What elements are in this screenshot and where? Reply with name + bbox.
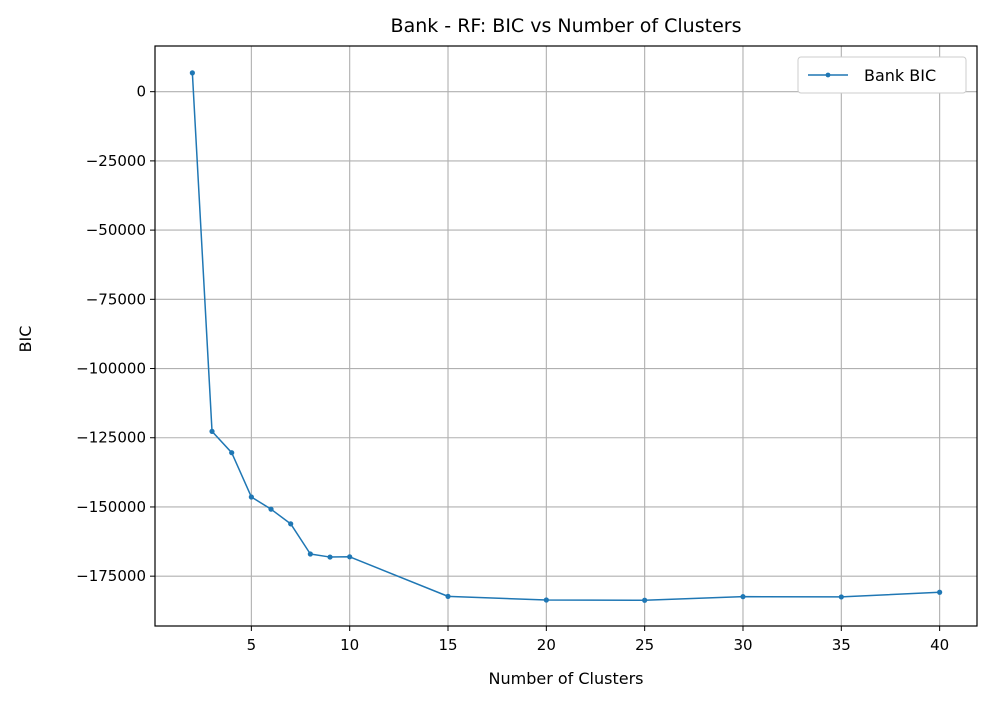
y-tick-label: −150000: [76, 498, 146, 516]
y-tick-label: −50000: [86, 221, 146, 239]
data-point: [937, 589, 943, 595]
data-point: [740, 594, 746, 600]
x-tick-label: 10: [340, 636, 359, 654]
y-tick-label: −125000: [76, 429, 146, 447]
data-point: [209, 428, 215, 434]
x-tick-label: 15: [438, 636, 457, 654]
series-layer: [189, 70, 943, 603]
data-point: [288, 521, 294, 527]
grid-lines: [155, 46, 977, 626]
data-point: [307, 551, 313, 557]
data-point: [347, 554, 353, 560]
data-point: [642, 597, 648, 603]
y-tick-label: −175000: [76, 567, 146, 585]
data-point: [229, 450, 235, 456]
legend-label: Bank BIC: [864, 66, 936, 85]
data-point: [543, 597, 549, 603]
data-point: [189, 70, 195, 76]
data-point: [248, 494, 254, 500]
y-axis-ticks: 0 −25000 −50000 −75000 −100000 −125000 −150000…: [76, 83, 155, 585]
plot-area: 5 10 15 20 25 30 35 40 0 −25000 −50000 −75000 −1000…: [76, 45, 978, 654]
y-tick-label: −100000: [76, 360, 146, 378]
y-tick-label: 0: [136, 83, 146, 101]
x-axis-ticks: 5 10 15 20 25 30 35 40: [247, 626, 949, 654]
data-point: [268, 506, 274, 512]
axes-frame: [154, 45, 978, 627]
data-point: [445, 593, 451, 599]
x-tick-label: 20: [537, 636, 556, 654]
chart-title: Bank - RF: BIC vs Number of Clusters: [391, 15, 742, 37]
legend-swatch-marker: [825, 72, 831, 78]
y-tick-label: −75000: [86, 290, 146, 308]
legend: Bank BIC: [797, 56, 967, 94]
x-tick-label: 40: [930, 636, 949, 654]
y-tick-label: −25000: [86, 152, 146, 170]
x-axis-label: Number of Clusters: [489, 669, 644, 688]
data-point: [327, 554, 333, 560]
x-tick-label: 30: [733, 636, 752, 654]
axes-background: [155, 46, 977, 626]
y-axis-label: BIC: [16, 326, 35, 353]
data-point: [838, 594, 844, 600]
x-tick-label: 25: [635, 636, 654, 654]
x-tick-label: 35: [832, 636, 851, 654]
x-tick-label: 5: [247, 636, 257, 654]
legend-box: [797, 56, 967, 94]
